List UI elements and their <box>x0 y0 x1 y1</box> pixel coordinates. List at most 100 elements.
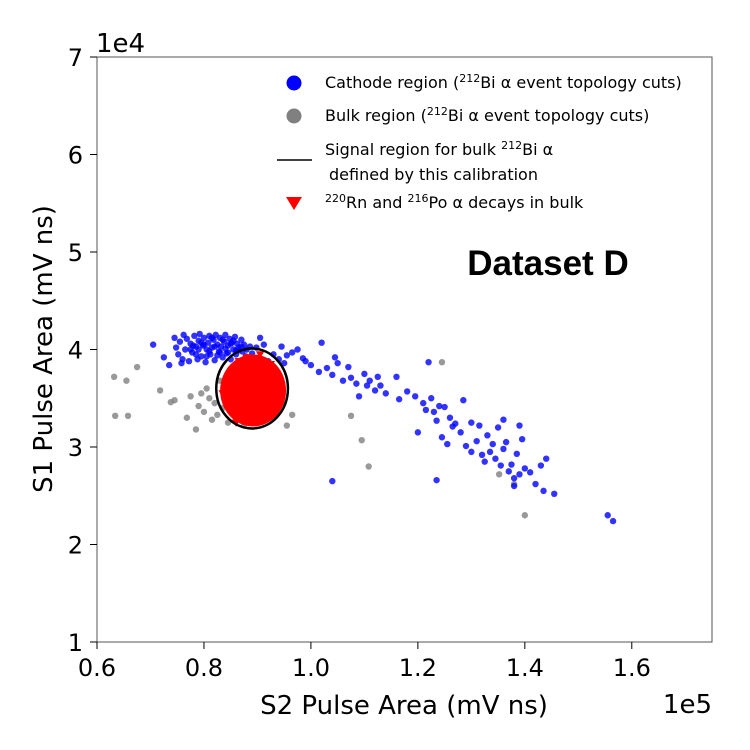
cathode-point <box>334 359 341 367</box>
cathode-point <box>288 349 296 356</box>
signal-legend-label: Signal region for bulk 212Bi α <box>325 139 553 160</box>
bulk-point <box>203 385 210 392</box>
cathode-point <box>433 476 440 484</box>
cathode-point <box>182 346 189 353</box>
x-tick-label: 1.2 <box>399 654 437 682</box>
x-tick-label: 1.0 <box>292 654 330 682</box>
rnpo-points-layer <box>218 351 287 427</box>
x-tick-label: 1.4 <box>506 654 544 682</box>
x-tick-label: 0.8 <box>185 654 223 682</box>
bulk-point <box>211 399 218 407</box>
rnpo-cluster <box>220 354 287 427</box>
cathode-point <box>377 382 384 389</box>
cathode-point <box>283 352 291 359</box>
cathode-legend-marker <box>286 75 302 91</box>
bulk-point <box>214 411 221 419</box>
cathode-point <box>160 354 168 361</box>
cathode-point <box>441 403 448 411</box>
cathode-point <box>339 377 347 384</box>
signal-region-layer <box>215 347 290 430</box>
y-tick-label: 2 <box>68 532 83 560</box>
cathode-point <box>543 455 550 462</box>
cathode-point <box>428 395 435 402</box>
bulk-point <box>171 397 178 404</box>
cathode-point <box>510 482 518 490</box>
cathode-point <box>149 341 157 348</box>
cathode-point <box>165 361 173 369</box>
y-tick-label: 1 <box>68 629 83 657</box>
cathode-point <box>280 359 288 367</box>
cathode-point <box>200 334 208 341</box>
cathode-point <box>345 363 352 371</box>
cathode-point <box>318 339 325 346</box>
cathode-point <box>211 357 218 364</box>
rnpo-legend-marker <box>286 197 302 210</box>
cathode-point <box>422 406 430 414</box>
bulk-point <box>187 393 194 400</box>
cathode-point <box>457 429 464 436</box>
cathode-point <box>260 341 268 348</box>
cathode-point <box>363 382 371 389</box>
cathode-point <box>211 343 218 350</box>
cathode-point <box>329 371 336 379</box>
cathode-point <box>179 356 186 363</box>
bulk-point <box>156 387 164 394</box>
cathode-point <box>452 420 459 427</box>
y-tick-label: 4 <box>68 337 83 365</box>
cathode-point <box>540 487 547 495</box>
cathode-point <box>497 462 504 469</box>
cathode-point <box>510 475 518 482</box>
cathode-point <box>395 396 403 403</box>
cathode-point <box>604 512 611 519</box>
cathode-point <box>414 429 422 436</box>
cathode-point <box>500 416 507 423</box>
bulk-point <box>347 412 355 419</box>
cathode-point <box>171 334 178 341</box>
bulk-legend-label: Bulk region (212Bi α event topology cuts… <box>325 105 649 126</box>
bulk-point <box>195 402 202 410</box>
cathode-point <box>366 377 373 384</box>
cathode-point <box>484 432 491 439</box>
x-tick-label: 0.6 <box>78 654 116 682</box>
cathode-point <box>195 346 202 353</box>
bulk-point <box>208 416 216 423</box>
cathode-point <box>222 331 229 339</box>
bulk-point <box>192 426 200 433</box>
legend: Cathode region (212Bi α event topology c… <box>277 72 682 212</box>
cathode-point <box>537 462 545 469</box>
cathode-point <box>438 434 446 441</box>
cathode-point <box>476 422 483 429</box>
cathode-point <box>526 469 534 476</box>
cathode-point <box>331 354 339 361</box>
cathode-point <box>446 414 454 421</box>
cathode-point <box>505 468 512 475</box>
bulk-point <box>288 411 296 419</box>
cathode-point <box>494 424 502 431</box>
cathode-point <box>361 370 368 378</box>
cathode-point <box>462 442 470 450</box>
cathode-point <box>425 358 432 366</box>
cathode-point <box>489 440 496 448</box>
cathode-point <box>227 340 234 347</box>
y-tick-label: 6 <box>68 142 83 170</box>
cathode-point <box>481 458 488 465</box>
cathode-point <box>508 461 515 468</box>
bulk-point <box>358 436 365 444</box>
cathode-point <box>202 358 209 366</box>
cathode-point <box>196 330 203 338</box>
cathode-point <box>256 334 264 341</box>
y-axis-label: S1 Pulse Area (mV ns) <box>29 205 59 493</box>
cathode-point <box>307 361 315 369</box>
cathode-point <box>183 335 191 342</box>
bulk-points-layer <box>110 358 529 519</box>
y-offset-label: 1e4 <box>96 29 145 59</box>
bulk-point <box>198 390 205 397</box>
cathode-point <box>420 399 427 407</box>
cathode-point <box>518 436 526 443</box>
bulk-point <box>124 412 132 419</box>
cathode-point <box>329 477 336 485</box>
cathode-point <box>172 344 180 351</box>
cathode-point <box>176 338 184 345</box>
cathode-point <box>500 445 507 453</box>
